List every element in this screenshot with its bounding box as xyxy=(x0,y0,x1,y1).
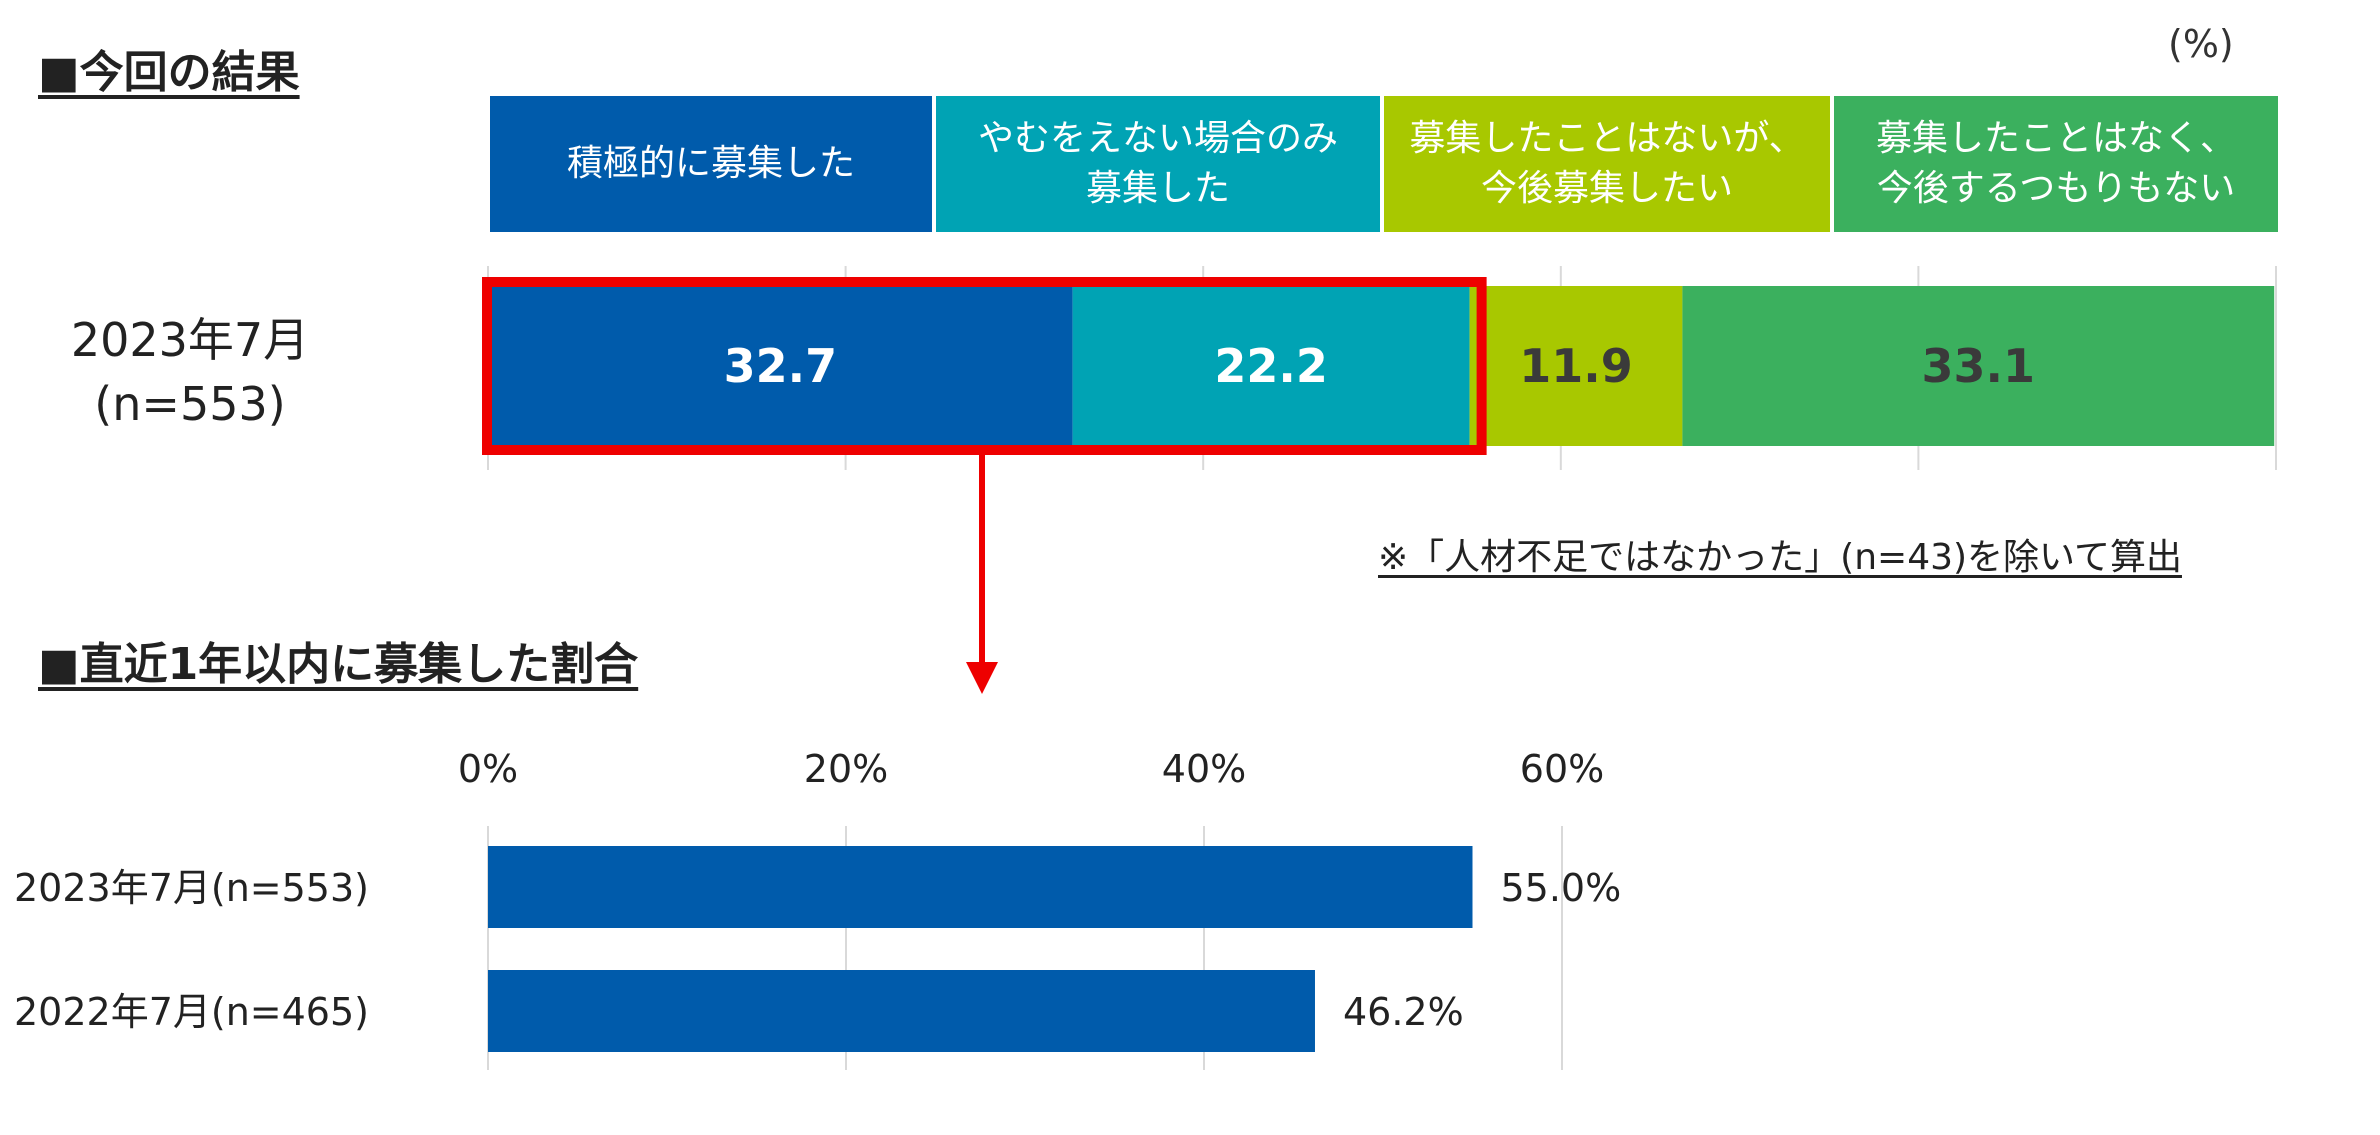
segment-value-label: 22.2 xyxy=(1214,339,1328,393)
x-tick-label: 40% xyxy=(1162,747,1246,791)
stacked-segment xyxy=(1682,286,2275,446)
stacked-segment xyxy=(488,286,1073,446)
legend-item-unavoidable: やむをえない場合のみ 募集した xyxy=(936,96,1380,232)
stacked-row-label: 2023年7月 (n=553) xyxy=(70,313,310,431)
x-tick-label: 20% xyxy=(804,747,888,791)
stacked-segment xyxy=(1469,286,1683,446)
bar-value-label: 55.0% xyxy=(1501,866,1622,910)
bar-category-label: 2023年7月(n=553) xyxy=(14,866,369,910)
bar xyxy=(488,846,1473,928)
legend-label: やむをえない場合のみ 募集した xyxy=(977,118,1338,209)
unit-label: (%) xyxy=(2168,22,2234,66)
x-tick-label: 60% xyxy=(1520,747,1604,791)
segment-value-label: 32.7 xyxy=(724,339,838,393)
section-title-recent-rate: ■直近1年以内に募集した割合 xyxy=(38,639,639,690)
segment-value-label: 33.1 xyxy=(1922,339,2036,393)
section-title-current-results: ■今回の結果 xyxy=(38,47,300,98)
legend-item-no-plan: 募集したことはなく、 今後するつもりもない xyxy=(1834,96,2278,232)
stacked-bar-chart: 32.7 22.2 11.9 33.1 xyxy=(482,266,2277,520)
legend-label: 募集したことはなく、 今後するつもりもない xyxy=(1875,118,2236,209)
bar xyxy=(488,970,1315,1052)
stacked-segment xyxy=(1072,286,1470,446)
arrow-head-icon xyxy=(966,662,998,694)
bar-category-label: 2022年7月(n=465) xyxy=(14,990,369,1034)
legend-label: 募集したことはないが、 今後募集したい xyxy=(1409,118,1805,209)
legend-item-active: 積極的に募集した xyxy=(490,96,932,232)
footnote: ※「人材不足ではなかった」(n=43)を除いて算出 xyxy=(1378,537,2182,578)
x-tick-label: 0% xyxy=(458,747,518,791)
bar-value-label: 46.2% xyxy=(1343,990,1464,1034)
segment-value-label: 11.9 xyxy=(1519,339,1633,393)
legend-label: 積極的に募集した xyxy=(566,143,855,184)
legend-item-want-to: 募集したことはないが、 今後募集したい xyxy=(1384,96,1830,232)
